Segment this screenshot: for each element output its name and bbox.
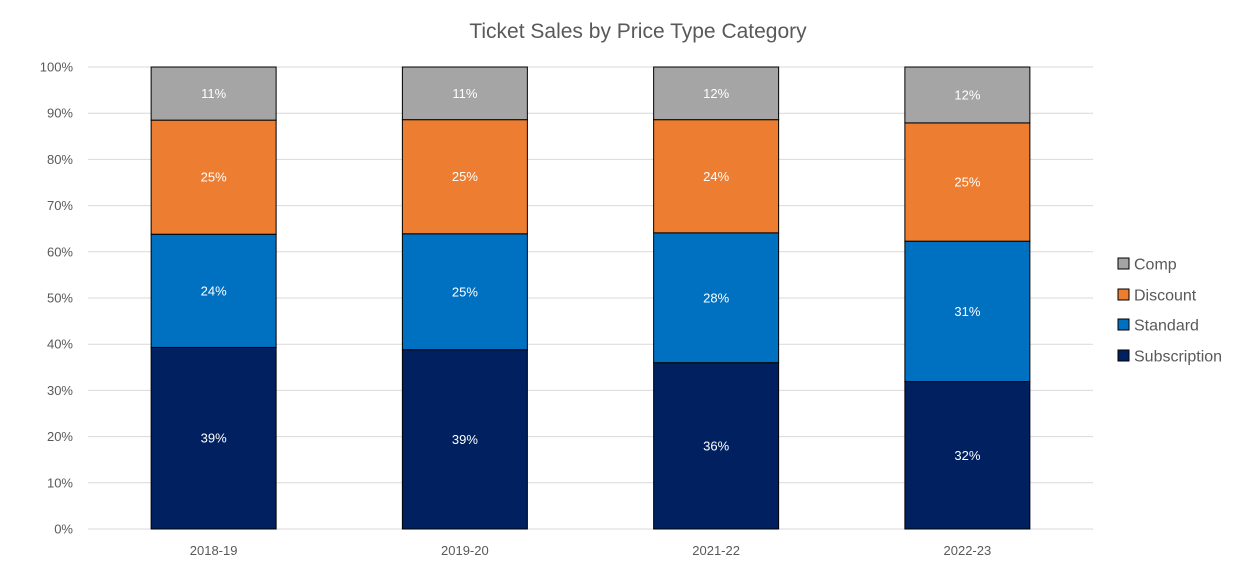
y-tick-label: 70%: [47, 198, 73, 213]
legend-label-comp: Comp: [1134, 257, 1177, 274]
x-axis-tick-labels: 2018-19 2019-20 2021-22 2022-23: [190, 543, 991, 558]
y-tick-label: 100%: [40, 60, 74, 75]
data-label: 25%: [452, 284, 478, 299]
x-tick-label: 2018-19: [190, 543, 238, 558]
bar-segment-discount-2022-23: [904, 122, 1031, 242]
data-label: 36%: [703, 438, 729, 453]
data-label: 25%: [452, 169, 478, 184]
legend-label-discount: Discount: [1134, 288, 1197, 305]
legend-swatch-subscription: [1117, 349, 1130, 362]
bar-segment-comp-2022-23: [904, 66, 1031, 124]
bar-segment-discount-2021-22: [653, 119, 780, 234]
x-tick-label: 2022-23: [944, 543, 992, 558]
bar-segment-comp-2018-19: [150, 66, 277, 121]
bar-segment-comp-2019-20: [401, 66, 528, 121]
data-label: 12%: [703, 86, 729, 101]
data-label: 25%: [201, 170, 227, 185]
x-tick-label: 2019-20: [441, 543, 489, 558]
bar-segment-discount-2019-20: [401, 119, 528, 235]
chart-title: Ticket Sales by Price Type Category: [469, 20, 807, 43]
bars: 39% 24% 25% 11% 39% 25% 25% 11% 36% 28% 24% 12% 32% 3…: [150, 66, 1031, 530]
y-tick-label: 10%: [47, 475, 73, 490]
data-label: 12%: [954, 87, 980, 102]
bar-segment-discount-2018-19: [150, 119, 277, 235]
data-label: 28%: [703, 290, 729, 305]
y-tick-label: 30%: [47, 383, 73, 398]
y-tick-label: 20%: [47, 429, 73, 444]
bar-segment-comp-2021-22: [653, 66, 780, 121]
bar-segment-subscription-2022-23: [904, 381, 1031, 530]
y-tick-label: 80%: [47, 152, 73, 167]
data-label: 11%: [452, 86, 477, 101]
data-label: 32%: [954, 448, 980, 463]
legend: Comp Discount Standard Subscription: [1117, 257, 1222, 366]
bar-segment-standard-2022-23: [904, 240, 1031, 383]
x-tick-label: 2021-22: [692, 543, 740, 558]
data-label: 11%: [201, 86, 226, 101]
data-label: 24%: [703, 169, 729, 184]
data-label: 39%: [201, 431, 227, 446]
y-tick-label: 0%: [54, 522, 73, 537]
y-tick-label: 60%: [47, 244, 73, 259]
y-tick-label: 90%: [47, 106, 73, 121]
y-axis-tick-labels: 0% 10% 20% 30% 40% 50% 60% 70% 80% 90% 100%: [40, 60, 74, 537]
bar-segment-standard-2018-19: [150, 233, 277, 348]
y-tick-label: 40%: [47, 337, 73, 352]
bar-segment-subscription-2021-22: [653, 362, 780, 530]
data-label: 31%: [954, 304, 980, 319]
data-label: 25%: [954, 175, 980, 190]
legend-swatch-discount: [1117, 288, 1130, 301]
legend-label-standard: Standard: [1134, 318, 1199, 335]
bar-segment-standard-2021-22: [653, 232, 780, 364]
data-label: 24%: [201, 283, 227, 298]
bar-segment-subscription-2018-19: [150, 346, 277, 530]
data-label: 39%: [452, 432, 478, 447]
legend-label-subscription: Subscription: [1134, 349, 1222, 366]
legend-swatch-comp: [1117, 257, 1130, 270]
legend-swatch-standard: [1117, 318, 1130, 331]
y-tick-label: 50%: [47, 291, 73, 306]
